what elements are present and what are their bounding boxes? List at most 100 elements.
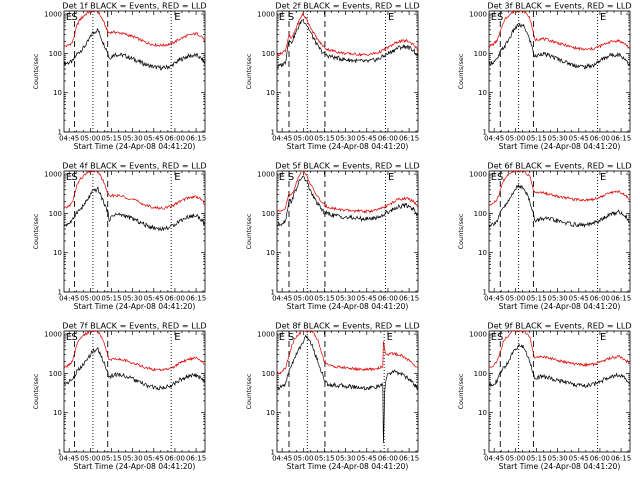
x-tick-label: 04:45 <box>484 135 504 143</box>
x-tick-label: 05:15 <box>526 295 546 303</box>
x-tick-label: 06:15 <box>399 455 419 463</box>
y-tick-label: 100 <box>262 50 275 58</box>
y-axis-label: Counts/sec <box>245 53 253 89</box>
panel-det-3: Det 3f BLACK = Events, RED = LLD Counts/s… <box>457 1 632 152</box>
y-tick-label: 1000 <box>257 331 275 339</box>
x-axis-label: Start Time (24-Apr-08 04:41:20) <box>74 142 196 151</box>
y-axis-label: Counts/sec <box>32 213 40 249</box>
x-tick-label: 05:30 <box>336 135 356 143</box>
marker-annotation: S <box>288 12 294 23</box>
x-tick-label: 05:00 <box>80 295 100 303</box>
x-tick-label: 05:45 <box>357 295 377 303</box>
y-axis-label: Counts/sec <box>32 53 40 89</box>
panel-det-8: Det 8f BLACK = Events, RED = LLD Counts/s… <box>245 321 420 472</box>
marker-annotation: E <box>279 172 285 183</box>
panel-det-4: Det 4f BLACK = Events, RED = LLD Counts/s… <box>32 161 207 312</box>
y-tick-label: 1000 <box>469 171 487 179</box>
x-tick-label: 04:45 <box>272 295 292 303</box>
plot-frame <box>276 10 419 133</box>
y-tick-label: 1000 <box>469 331 487 339</box>
marker-annotation: S <box>71 172 77 183</box>
marker-annotation: E <box>491 332 497 343</box>
y-axis-label: Counts/sec <box>245 373 253 409</box>
y-tick-label: 1000 <box>469 11 487 19</box>
x-axis-label: Start Time (24-Apr-08 04:41:20) <box>74 302 196 311</box>
panel-det-9: Det 9f BLACK = Events, RED = LLD Counts/s… <box>457 321 632 472</box>
x-tick-label: 05:00 <box>293 455 313 463</box>
y-axis-label: Counts/sec <box>245 213 253 249</box>
series-line-events <box>489 184 630 229</box>
y-tick-label: 1 <box>483 289 487 297</box>
y-tick-label: 1 <box>483 449 487 457</box>
x-tick-label: 05:30 <box>336 455 356 463</box>
series-line-events <box>64 186 205 232</box>
y-tick-label: 1 <box>58 449 62 457</box>
marker-annotation: E <box>174 332 180 343</box>
panel-det-2: Det 2f BLACK = Events, RED = LLD Counts/s… <box>245 1 420 152</box>
y-axis-label: Counts/sec <box>457 53 465 89</box>
panel-title: Det 5f BLACK = Events, RED = LLD <box>275 161 419 171</box>
x-tick-label: 06:15 <box>611 455 631 463</box>
x-tick-label: 06:15 <box>399 295 419 303</box>
panel-det-7: Det 7f BLACK = Events, RED = LLD Counts/s… <box>32 321 207 472</box>
plot-frame <box>488 330 631 453</box>
y-tick-label: 100 <box>49 210 62 218</box>
marker-annotation: E <box>388 12 394 23</box>
series-line-lld <box>277 331 418 375</box>
y-tick-label: 10 <box>266 409 275 417</box>
x-tick-label: 05:15 <box>526 135 546 143</box>
x-tick-label: 05:45 <box>569 455 589 463</box>
series-line-events <box>277 334 418 443</box>
panel-title: Det 2f BLACK = Events, RED = LLD <box>275 1 419 11</box>
marker-annotation: E <box>388 172 394 183</box>
x-tick-label: 06:15 <box>611 135 631 143</box>
plot-frame <box>488 10 631 133</box>
y-tick-label: 1 <box>271 449 275 457</box>
y-axis-label: Counts/sec <box>457 373 465 409</box>
x-tick-label: 06:15 <box>186 295 206 303</box>
x-tick-label: 05:00 <box>505 135 525 143</box>
x-tick-label: 04:45 <box>484 455 504 463</box>
marker-annotation: S <box>71 12 77 23</box>
x-tick-label: 05:00 <box>293 135 313 143</box>
series-line-events <box>64 347 205 391</box>
y-axis-label: Counts/sec <box>457 213 465 249</box>
x-axis-label: Start Time (24-Apr-08 04:41:20) <box>499 462 621 471</box>
x-tick-label: 06:15 <box>399 135 419 143</box>
series-line-lld <box>489 11 630 52</box>
x-tick-label: 05:15 <box>526 455 546 463</box>
x-tick-label: 06:15 <box>186 135 206 143</box>
x-axis-label: Start Time (24-Apr-08 04:41:20) <box>499 142 621 151</box>
plot-frame <box>276 170 419 293</box>
x-tick-label: 06:00 <box>165 295 185 303</box>
x-tick-label: 05:15 <box>314 295 334 303</box>
y-tick-label: 10 <box>478 89 487 97</box>
panel-title: Det 4f BLACK = Events, RED = LLD <box>62 161 206 171</box>
plot-frame <box>63 10 206 133</box>
marker-annotation: E <box>491 172 497 183</box>
x-tick-label: 06:00 <box>378 295 398 303</box>
plot-frame <box>276 330 419 453</box>
series-line-events <box>64 27 205 71</box>
x-tick-label: 06:00 <box>165 455 185 463</box>
y-tick-label: 10 <box>53 89 62 97</box>
marker-annotation: E <box>600 332 606 343</box>
marker-annotation: S <box>497 332 503 343</box>
marker-annotation: E <box>387 332 393 343</box>
panel-title: Det 9f BLACK = Events, RED = LLD <box>487 321 631 331</box>
y-tick-label: 100 <box>474 210 487 218</box>
x-tick-label: 05:00 <box>80 135 100 143</box>
x-tick-label: 05:00 <box>505 295 525 303</box>
x-tick-label: 05:15 <box>314 455 334 463</box>
marker-annotation: E <box>279 12 285 23</box>
y-axis-label: Counts/sec <box>32 373 40 409</box>
x-tick-label: 05:45 <box>144 295 164 303</box>
series-line-lld <box>64 331 205 372</box>
x-tick-label: 05:15 <box>101 135 121 143</box>
marker-annotation: E <box>66 12 72 23</box>
y-tick-label: 1000 <box>257 11 275 19</box>
y-tick-label: 10 <box>53 249 62 257</box>
y-tick-label: 100 <box>262 210 275 218</box>
y-tick-label: 10 <box>53 409 62 417</box>
